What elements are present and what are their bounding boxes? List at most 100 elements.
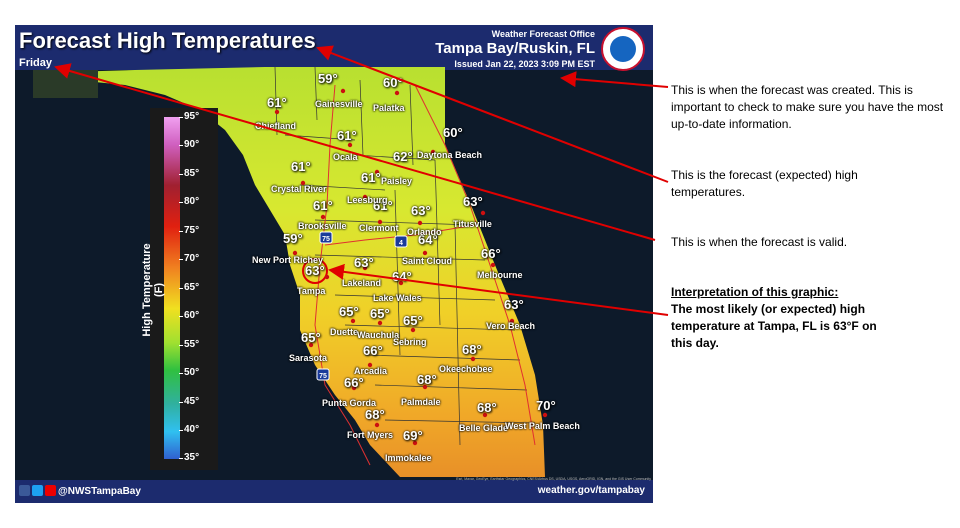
city-label-clermont: Clermont: [359, 223, 399, 233]
city-label-orlando: Orlando: [407, 227, 442, 237]
temp-label-wauchula: 65°: [370, 306, 390, 321]
city-label-brooksville: Brooksville: [298, 221, 347, 231]
city-label-daytona-beach: Daytona Beach: [417, 150, 483, 160]
interpretation-heading: Interpretation of this graphic:: [671, 285, 839, 299]
temp-label-brooksville: 61°: [313, 198, 333, 213]
temp-label-tampa: 63°: [305, 263, 325, 278]
city-label-punta-gorda: Punta Gorda: [322, 398, 377, 408]
temp-label-fort-myers: 68°: [365, 407, 385, 422]
temperature-legend: High Temperature (F) 95° 90° 85° 80° 75°…: [141, 108, 218, 470]
city-label-paisley: Paisley: [381, 176, 413, 186]
city-label-lakeland: Lakeland: [342, 278, 382, 288]
city-label-new-port-richey: New Port Richey: [252, 255, 324, 265]
temp-label-okeechobee: 68°: [462, 342, 482, 357]
city-label-ocala: Ocala: [333, 152, 358, 162]
city-label-palatka: Palatka: [373, 103, 405, 113]
youtube-icon[interactable]: [45, 485, 56, 496]
city-label-belle-glade: Belle Glade: [459, 423, 509, 433]
i75-shield-south: 75: [319, 373, 327, 380]
temp-label-paisley: 61°: [361, 170, 381, 185]
forecast-graphic: 75 4 75 Forecast High Temperatures Frida…: [15, 25, 653, 503]
legend-tick: 40°: [178, 424, 200, 435]
legend-tick: 45°: [178, 396, 200, 407]
temp-label-daytona: 60°: [443, 125, 463, 140]
temp-label-titusville: 63°: [463, 194, 483, 209]
city-label-tampa: Tampa: [297, 286, 326, 296]
city-label-sarasota: Sarasota: [289, 353, 328, 363]
florida-map: 75 4 75: [15, 66, 653, 480]
temp-label-new-port-richey: 59°: [283, 231, 303, 246]
twitter-icon[interactable]: [32, 485, 43, 496]
city-label-vero-beach: Vero Beach: [486, 321, 536, 331]
handle-text: @NWSTampaBay: [58, 486, 141, 497]
city-label-sebring: Sebring: [393, 337, 427, 347]
legend-tick: 95°: [178, 111, 200, 122]
valid-note: This is when the forecast is valid.: [671, 235, 848, 249]
temp-label-west-palm-beach: 70°: [536, 398, 556, 413]
temp-label-lake-wales: 64°: [392, 269, 412, 284]
valid-day: Friday: [19, 57, 53, 69]
legend-tick: 60°: [178, 310, 200, 321]
city-label-saint-cloud: Saint Cloud: [402, 256, 452, 266]
temp-label-duette: 65°: [339, 304, 359, 319]
city-label-lake-wales: Lake Wales: [373, 293, 422, 303]
temp-label-palatka: 60°: [383, 75, 403, 90]
temp-label-arcadia: 66°: [363, 343, 383, 358]
tampa-highlight-circle: [302, 258, 328, 284]
city-label-crystal-river: Crystal River: [271, 184, 327, 194]
inset-island: [33, 70, 98, 98]
temp-label-orlando: 63°: [411, 203, 431, 218]
city-label-chiefland: Chiefland: [255, 121, 297, 131]
office-location: Tampa Bay/Ruskin, FL: [435, 40, 595, 57]
city-label-okeechobee: Okeechobee: [439, 364, 493, 374]
interpretation-body: The most likely (or expected) high tempe…: [671, 302, 877, 350]
legend-tick: 75°: [178, 225, 200, 236]
temp-label-gainesville: 59°: [318, 71, 338, 86]
temp-label-punta-gorda: 66°: [344, 375, 364, 390]
legend-tick: 70°: [178, 253, 200, 264]
temp-label-ne-interior: 62°: [393, 149, 413, 164]
nws-logo-icon: [601, 27, 645, 71]
temps-note: This is the forecast (expected) high tem…: [671, 168, 858, 199]
temp-label-vero-beach: 63°: [504, 297, 524, 312]
city-label-immokalee: Immokalee: [385, 453, 432, 463]
legend-color-bar: [164, 117, 180, 459]
city-label-titusville: Titusville: [453, 219, 492, 229]
temp-label-chiefland: 61°: [267, 95, 287, 110]
temp-label-crystal-river: 61°: [291, 159, 311, 174]
legend-title: High Temperature (F): [141, 243, 165, 337]
city-label-arcadia: Arcadia: [354, 366, 388, 376]
legend-tick: 90°: [178, 139, 200, 150]
i75-shield-north: 75: [322, 236, 330, 243]
temp-label-ocala: 61°: [337, 128, 357, 143]
temp-label-sarasota: 65°: [301, 330, 321, 345]
temp-label-lakeland: 63°: [354, 255, 374, 270]
city-label-west-palm-beach: West Palm Beach: [505, 421, 580, 431]
temp-label-immokalee: 69°: [403, 428, 423, 443]
city-label-melbourne: Melbourne: [477, 270, 523, 280]
city-label-palmdale: Palmdale: [401, 397, 441, 407]
legend-tick: 35°: [178, 452, 200, 463]
facebook-icon[interactable]: [19, 485, 30, 496]
city-label-wauchula: Wauchula: [357, 330, 400, 340]
city-label-gainesville: Gainesville: [315, 99, 363, 109]
legend-tick: 50°: [178, 367, 200, 378]
temp-label-palmdale: 68°: [417, 372, 437, 387]
temp-label-belle-glade: 68°: [477, 400, 497, 415]
city-label-fort-myers: Fort Myers: [347, 430, 394, 440]
social-handle[interactable]: @NWSTampaBay: [19, 485, 141, 497]
temp-label-sebring: 65°: [403, 313, 423, 328]
temp-label-melbourne: 66°: [481, 246, 501, 261]
city-label-leesburg: Leesburg: [347, 195, 388, 205]
issued-time: Issued Jan 22, 2023 3:09 PM EST: [454, 59, 595, 69]
legend-tick: 55°: [178, 339, 200, 350]
map-title: Forecast High Temperatures: [19, 28, 316, 53]
office-line: Weather Forecast Office: [491, 29, 595, 39]
issued-note: This is when the forecast was created. T…: [671, 83, 944, 131]
legend-tick: 65°: [178, 282, 200, 293]
i4-shield: 4: [399, 240, 403, 247]
legend-tick: 85°: [178, 168, 200, 179]
map-credit: Esri, Maxar, GeoEye, Earthstar Geographi…: [456, 477, 651, 481]
legend-tick: 80°: [178, 196, 200, 207]
website-link[interactable]: weather.gov/tampabay: [537, 485, 645, 496]
